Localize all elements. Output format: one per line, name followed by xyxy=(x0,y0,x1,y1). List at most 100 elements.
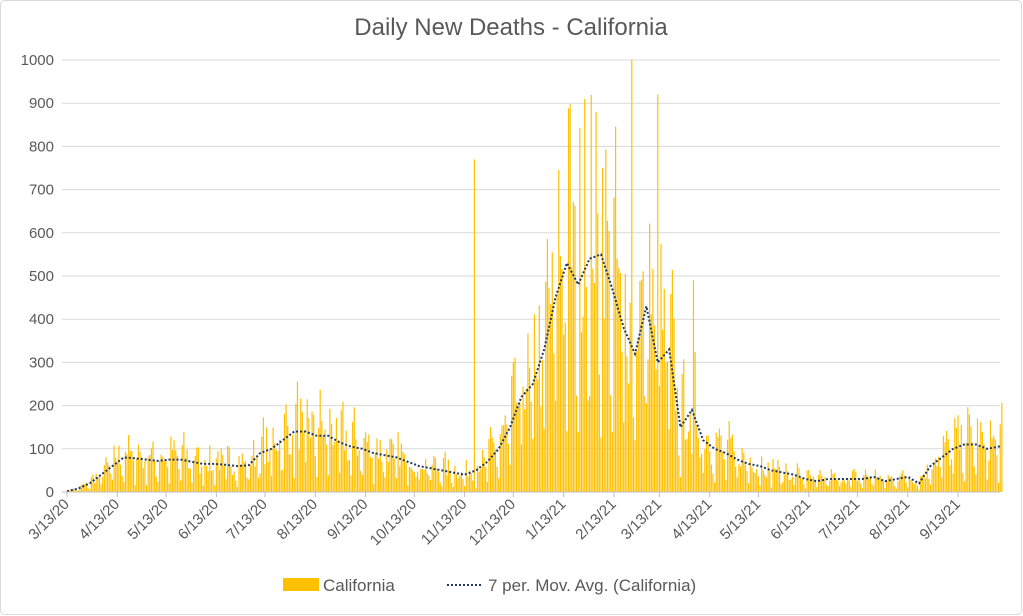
bar xyxy=(235,480,237,492)
bar xyxy=(502,425,505,492)
bar xyxy=(363,437,365,492)
bar xyxy=(340,410,342,492)
bar xyxy=(132,460,135,492)
bar xyxy=(829,480,831,492)
bar xyxy=(999,424,1001,492)
bar xyxy=(861,487,863,492)
bar xyxy=(684,439,686,492)
bar xyxy=(795,475,797,492)
bar xyxy=(762,469,764,492)
bar xyxy=(506,424,508,492)
bar xyxy=(266,427,268,492)
bar xyxy=(387,461,389,492)
bar xyxy=(118,445,120,492)
bar xyxy=(837,480,839,492)
bar xyxy=(332,445,334,492)
bar xyxy=(675,410,677,492)
bar xyxy=(240,465,242,492)
bar xyxy=(321,421,323,492)
bar xyxy=(311,411,313,492)
bar xyxy=(733,451,735,492)
bar xyxy=(275,449,277,492)
bar xyxy=(121,475,123,492)
bar xyxy=(774,468,776,492)
bar xyxy=(817,474,820,492)
bar xyxy=(715,432,717,492)
bar xyxy=(339,472,341,492)
bar xyxy=(366,442,368,492)
bar xyxy=(616,258,618,492)
bar xyxy=(261,436,263,492)
bar xyxy=(421,469,424,492)
bar xyxy=(183,432,185,492)
bar xyxy=(696,425,698,492)
bar xyxy=(356,455,359,492)
bar xyxy=(718,428,721,492)
bar xyxy=(564,322,566,492)
bar xyxy=(309,437,312,492)
bar xyxy=(300,398,302,492)
bar xyxy=(209,445,211,492)
bar xyxy=(756,468,758,492)
bar xyxy=(243,461,245,492)
bar xyxy=(965,442,967,492)
bar xyxy=(253,440,255,492)
y-tick-label: 300 xyxy=(29,354,54,371)
bar xyxy=(147,456,149,492)
bar xyxy=(218,469,221,492)
bar xyxy=(334,441,336,492)
bar xyxy=(439,482,441,492)
bar xyxy=(962,472,964,492)
bar xyxy=(192,460,195,492)
bar xyxy=(983,444,985,492)
bar xyxy=(645,403,648,492)
bar xyxy=(246,477,248,492)
bar xyxy=(709,451,711,492)
bar xyxy=(395,477,398,492)
bar xyxy=(76,490,78,492)
bar xyxy=(553,353,555,492)
bar xyxy=(116,461,118,492)
bar xyxy=(225,479,227,492)
bar xyxy=(391,439,393,492)
bar xyxy=(593,282,596,492)
bar xyxy=(868,477,870,492)
bar xyxy=(731,434,734,492)
bar xyxy=(290,454,292,492)
bar xyxy=(989,420,992,492)
bar xyxy=(522,386,524,492)
bar xyxy=(110,473,112,492)
bar xyxy=(554,401,557,492)
bar xyxy=(319,389,321,492)
y-axis-ticks: 0 100 200 300 400 500 600 700 800 900 1000 xyxy=(21,52,54,501)
bar xyxy=(757,476,759,492)
bar xyxy=(352,421,354,492)
bar xyxy=(801,478,803,492)
bar xyxy=(585,287,587,492)
bar xyxy=(858,478,860,492)
bar xyxy=(907,487,909,492)
bar xyxy=(158,460,161,492)
bar xyxy=(699,457,701,492)
bar xyxy=(264,464,266,492)
bar xyxy=(689,414,691,492)
bar xyxy=(890,476,893,492)
bar xyxy=(767,462,769,492)
bar xyxy=(227,445,229,492)
bar xyxy=(847,478,849,492)
bar xyxy=(600,437,602,492)
bar xyxy=(541,359,544,492)
bar xyxy=(571,266,573,492)
bar xyxy=(298,449,300,492)
bar xyxy=(403,454,406,492)
bar xyxy=(825,484,828,492)
bar xyxy=(527,333,529,492)
bar xyxy=(889,476,891,492)
bar xyxy=(472,480,474,492)
bar xyxy=(335,417,338,492)
bar xyxy=(142,468,144,492)
bar xyxy=(946,430,948,492)
y-tick-label: 100 xyxy=(29,441,54,458)
bar xyxy=(910,480,912,492)
bar xyxy=(342,401,344,492)
